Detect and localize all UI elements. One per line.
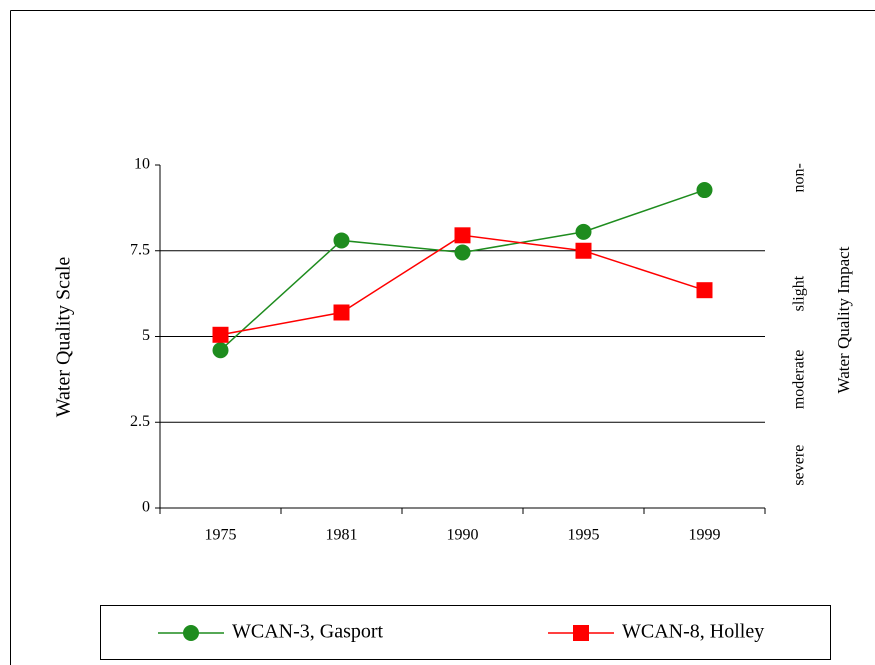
legend-box <box>100 605 831 660</box>
x-tick-label: 1981 <box>326 527 358 544</box>
y-tick-label: 5 <box>142 327 150 344</box>
x-tick-label: 1990 <box>447 527 479 544</box>
impact-label: moderate <box>791 350 808 410</box>
data-point <box>454 244 471 261</box>
data-point <box>454 227 471 244</box>
data-point <box>696 182 713 199</box>
impact-label: slight <box>791 275 808 311</box>
legend-label: WCAN-3, Gasport <box>232 621 384 643</box>
y-tick-label: 2.5 <box>130 413 150 430</box>
data-point <box>575 223 592 240</box>
data-point <box>212 342 229 359</box>
impact-label: non- <box>791 163 808 192</box>
legend-marker <box>183 625 199 641</box>
data-point <box>212 326 229 343</box>
x-tick-label: 1975 <box>205 527 237 544</box>
data-point <box>333 232 350 249</box>
legend-label: WCAN-8, Holley <box>622 621 764 643</box>
data-point <box>333 304 350 321</box>
x-tick-label: 1995 <box>568 527 600 544</box>
impact-label: severe <box>791 445 808 486</box>
y-tick-label: 0 <box>142 499 150 516</box>
x-tick-label: 1999 <box>689 527 721 544</box>
legend-marker <box>573 625 589 641</box>
y2-axis-label: Water Quality Impact <box>834 246 853 393</box>
series-line <box>219 189 705 351</box>
data-point <box>575 242 592 259</box>
data-point <box>696 282 713 299</box>
y-tick-label: 10 <box>134 156 150 173</box>
y-axis-label: Water Quality Scale <box>53 257 75 418</box>
y-tick-label: 7.5 <box>130 241 150 258</box>
